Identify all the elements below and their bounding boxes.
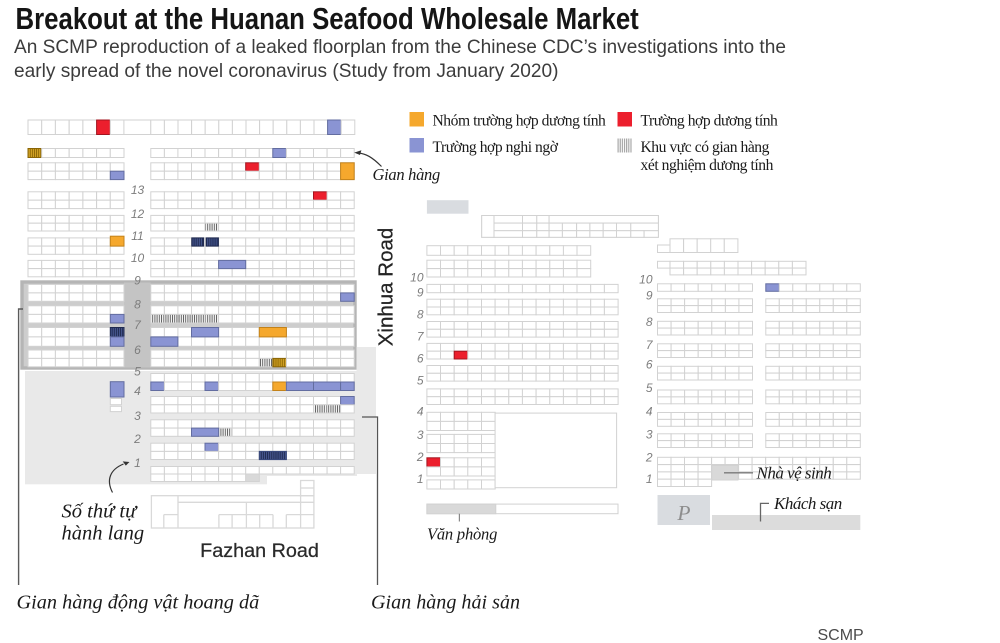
svg-text:4: 4 xyxy=(134,384,141,398)
svg-text:Nhóm trường hợp dương tính: Nhóm trường hợp dương tính xyxy=(433,113,607,130)
svg-text:Xinhua Road: Xinhua Road xyxy=(375,228,398,347)
svg-text:P: P xyxy=(676,501,690,525)
svg-text:SCMP: SCMP xyxy=(818,627,864,643)
svg-text:5: 5 xyxy=(417,374,424,388)
svg-text:4: 4 xyxy=(646,405,653,419)
svg-text:8: 8 xyxy=(134,298,141,312)
svg-text:3: 3 xyxy=(417,428,424,442)
svg-text:Breakout at the Huanan Seafood: Breakout at the Huanan Seafood Wholesale… xyxy=(16,2,639,35)
svg-text:7: 7 xyxy=(417,330,425,344)
svg-text:Gian hàng hải sản: Gian hàng hải sản xyxy=(371,592,520,614)
svg-text:3: 3 xyxy=(646,428,653,442)
svg-text:10: 10 xyxy=(410,271,424,285)
svg-text:An SCMP reproduction of a leak: An SCMP reproduction of a leaked floorpl… xyxy=(14,37,786,58)
svg-text:1: 1 xyxy=(134,456,141,470)
svg-text:hành lang: hành lang xyxy=(62,523,145,545)
svg-text:9: 9 xyxy=(646,289,653,303)
svg-text:Fazhan Road: Fazhan Road xyxy=(200,540,319,562)
svg-text:6: 6 xyxy=(417,352,424,366)
svg-text:Trường hợp nghi ngờ: Trường hợp nghi ngờ xyxy=(433,139,559,156)
svg-text:2: 2 xyxy=(416,450,424,464)
svg-text:Số thứ tự: Số thứ tự xyxy=(62,501,139,523)
svg-text:6: 6 xyxy=(134,343,141,357)
svg-text:Gian hàng động vật hoang dã: Gian hàng động vật hoang dã xyxy=(17,592,261,614)
svg-text:5: 5 xyxy=(646,381,653,395)
svg-text:7: 7 xyxy=(646,338,654,352)
svg-text:8: 8 xyxy=(646,315,653,329)
svg-text:Trường hợp dương tính: Trường hợp dương tính xyxy=(641,113,779,130)
svg-text:Khu vực có gian hàng: Khu vực có gian hàng xyxy=(641,139,770,156)
svg-text:13: 13 xyxy=(131,183,145,197)
svg-text:7: 7 xyxy=(134,318,142,332)
svg-text:Văn phòng: Văn phòng xyxy=(427,525,497,544)
svg-text:5: 5 xyxy=(134,365,141,379)
svg-text:Nhà vệ sinh: Nhà vệ sinh xyxy=(756,464,832,483)
svg-text:9: 9 xyxy=(134,274,141,288)
svg-text:8: 8 xyxy=(417,308,424,322)
svg-text:9: 9 xyxy=(417,286,424,300)
svg-text:2: 2 xyxy=(645,451,653,465)
svg-text:early spread of the novel coro: early spread of the novel coronavirus (S… xyxy=(14,61,558,82)
svg-text:Khách sạn: Khách sạn xyxy=(773,494,842,513)
svg-text:1: 1 xyxy=(646,472,653,486)
svg-text:1: 1 xyxy=(417,472,424,486)
svg-text:12: 12 xyxy=(131,207,145,221)
svg-text:4: 4 xyxy=(417,405,424,419)
svg-text:2: 2 xyxy=(133,432,141,446)
svg-text:3: 3 xyxy=(134,409,141,423)
svg-text:10: 10 xyxy=(131,251,145,265)
svg-text:6: 6 xyxy=(646,357,653,371)
svg-text:10: 10 xyxy=(639,272,653,286)
svg-text:11: 11 xyxy=(131,229,143,243)
svg-text:xét nghiệm dương tính: xét nghiệm dương tính xyxy=(641,157,774,174)
svg-text:Gian hàng: Gian hàng xyxy=(373,165,440,184)
